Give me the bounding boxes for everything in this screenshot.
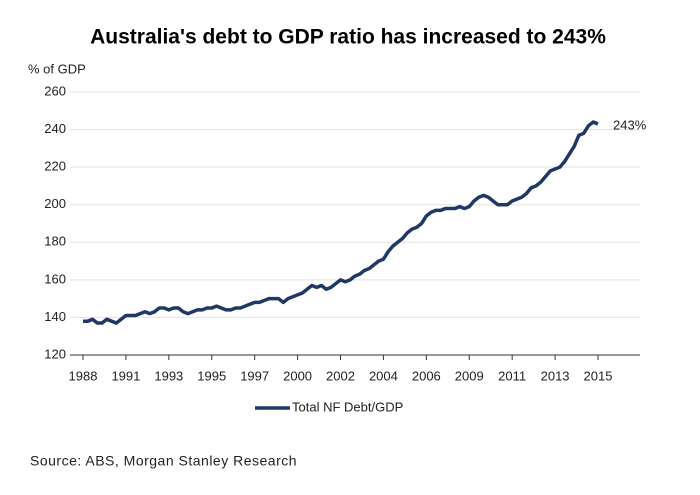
x-tick-label: 1988 — [69, 368, 98, 383]
chart-title: Australia's debt to GDP ratio has increa… — [90, 26, 606, 49]
y-tick-label: 140 — [44, 309, 66, 324]
y-tick-label: 260 — [44, 83, 66, 98]
annotation: 243% — [613, 117, 647, 132]
x-tick-label: 1993 — [154, 368, 183, 383]
x-tick-label: 2015 — [584, 368, 613, 383]
x-tick-label: 2004 — [369, 368, 398, 383]
x-tick-label: 1995 — [197, 368, 226, 383]
x-tick-label: 2002 — [326, 368, 355, 383]
x-tick-label: 1991 — [111, 368, 140, 383]
x-tick-label: 1997 — [240, 368, 269, 383]
y-tick-label: 220 — [44, 159, 66, 174]
y-tick-label: 180 — [44, 234, 66, 249]
y-tick-label: 120 — [44, 346, 66, 361]
y-tick-label: 160 — [44, 271, 66, 286]
y-tick-label: 200 — [44, 196, 66, 211]
x-tick-label: 2000 — [283, 368, 312, 383]
x-tick-label: 2009 — [455, 368, 484, 383]
legend-label: Total NF Debt/GDP — [292, 399, 403, 414]
source: Source: ABS, Morgan Stanley Research — [30, 453, 297, 469]
x-tick-label: 2006 — [412, 368, 441, 383]
y-axis-label: % of GDP — [28, 61, 86, 76]
y-tick-label: 240 — [44, 121, 66, 136]
x-tick-label: 2013 — [541, 368, 570, 383]
data-line — [83, 120, 599, 325]
x-tick-label: 2011 — [498, 368, 526, 383]
